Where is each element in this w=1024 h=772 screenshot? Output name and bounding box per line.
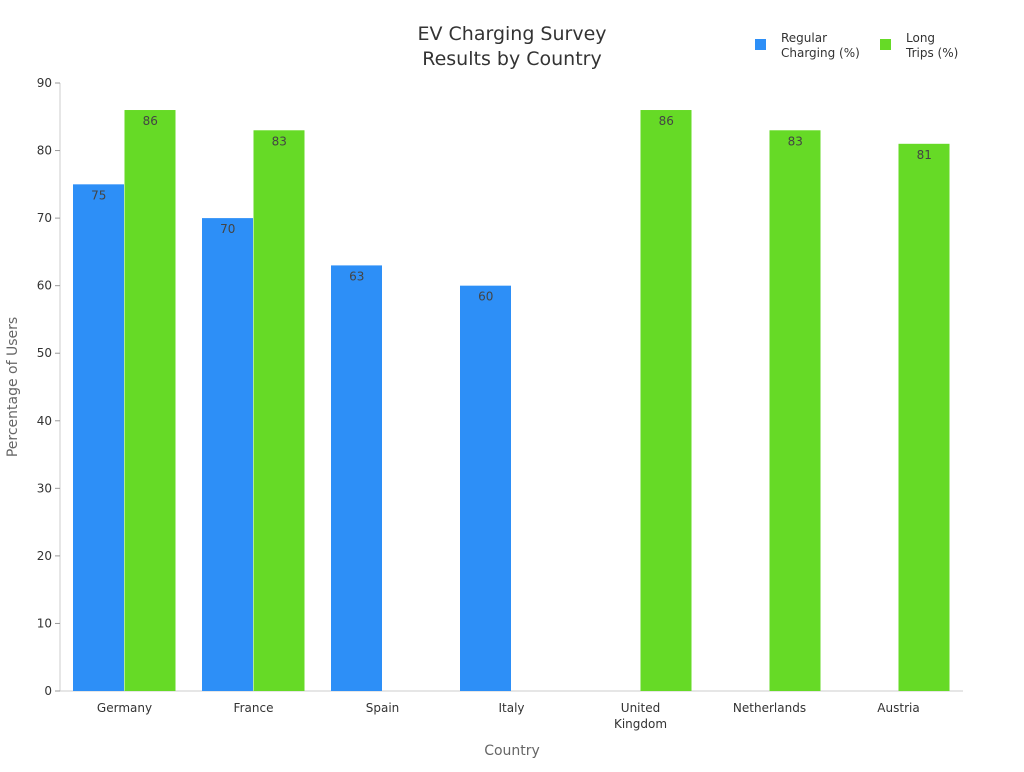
legend-label: Charging (%) (781, 46, 860, 60)
y-tick-label: 60 (37, 279, 52, 293)
bar (460, 285, 511, 691)
bar-data-label: 70 (220, 222, 235, 236)
bar-data-label: 81 (917, 148, 932, 162)
y-tick-label: 0 (44, 684, 52, 698)
y-tick-label: 70 (37, 211, 52, 225)
bar (202, 218, 253, 691)
bar (640, 110, 692, 692)
chart-title: EV Charging Survey (417, 23, 606, 45)
legend-swatch (880, 39, 891, 50)
bar-data-label: 83 (272, 134, 287, 148)
bar-data-label: 60 (478, 290, 493, 304)
bar (73, 184, 124, 692)
x-tick-label: Germany (97, 701, 152, 715)
x-tick-label: Kingdom (614, 717, 667, 731)
chart-title: Results by Country (422, 48, 601, 70)
bar (253, 130, 305, 692)
y-tick-label: 40 (37, 414, 52, 428)
x-tick-label: France (234, 701, 274, 715)
y-axis-label: Percentage of Users (5, 317, 21, 457)
legend-label: Long (906, 31, 935, 45)
bar (769, 130, 821, 692)
x-tick-label: Spain (366, 701, 400, 715)
bar-data-label: 63 (349, 269, 364, 283)
bar-data-label: 75 (91, 188, 106, 202)
bar (124, 110, 176, 692)
y-tick-label: 90 (37, 76, 52, 90)
bar-data-label: 83 (788, 134, 803, 148)
legend-label: Trips (%) (905, 46, 958, 60)
legend-label: Regular (781, 31, 827, 45)
bar (898, 143, 950, 692)
x-tick-label: Italy (498, 701, 524, 715)
y-tick-label: 10 (37, 616, 52, 630)
legend-swatch (755, 39, 766, 50)
y-tick-label: 50 (37, 346, 52, 360)
x-tick-label: Austria (877, 701, 919, 715)
y-tick-label: 80 (37, 144, 52, 158)
x-axis-label: Country (484, 743, 540, 759)
x-tick-label: United (621, 701, 660, 715)
y-tick-label: 30 (37, 481, 52, 495)
bar (331, 265, 382, 691)
bar-data-label: 86 (143, 114, 158, 128)
y-tick-label: 20 (37, 549, 52, 563)
bar-data-label: 86 (659, 114, 674, 128)
x-tick-label: Netherlands (733, 701, 806, 715)
